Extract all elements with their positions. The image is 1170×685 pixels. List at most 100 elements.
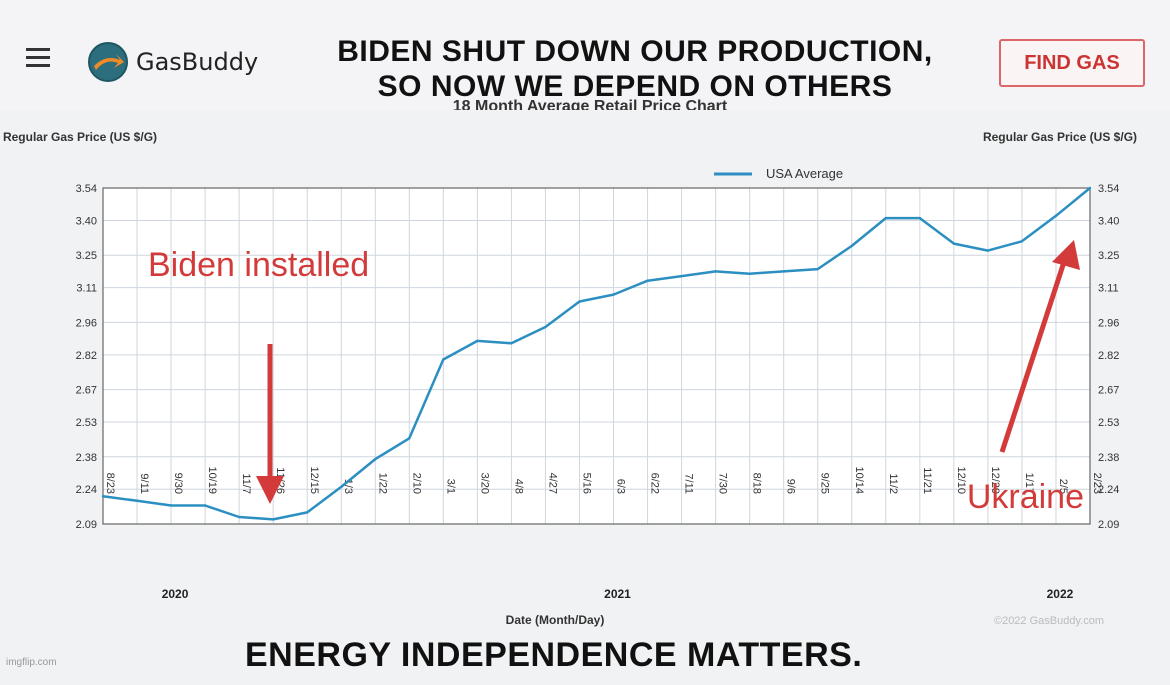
x-tick-label: 12/10: [955, 466, 967, 494]
x-tick-label: 3/20: [478, 473, 490, 494]
y-axis-title-left: Regular Gas Price (US $/G): [3, 130, 157, 144]
price-chart: 3.54 3.54 3.40 3.40 3.25 3.25 3.11 3.11 2.96 2.96…: [0, 110, 1170, 640]
data-point: [578, 300, 581, 303]
x-tick-label: 11/21: [921, 467, 933, 494]
data-point: [340, 485, 343, 489]
x-tick-label: 9/6: [785, 479, 797, 494]
arrow-up-shaft: [999, 261, 1067, 453]
x-tick-label: 2/23: [1091, 473, 1103, 494]
x-tick-label: 10/19: [206, 466, 218, 494]
y-tick-label-right: 2.09: [1098, 519, 1119, 531]
arrow-down-icon: [256, 476, 284, 504]
data-point: [850, 244, 853, 248]
y-tick-label-left: 2.82: [76, 350, 97, 362]
data-point: [408, 437, 411, 440]
footer-caption: ENERGY INDEPENDENCE MATTERS.: [245, 636, 863, 674]
y-axis-title-right: Regular Gas Price (US $/G): [983, 130, 1137, 144]
data-point: [306, 511, 309, 514]
annotation-biden-installed: Biden installed: [148, 246, 369, 284]
x-tick-label: 9/11: [138, 473, 150, 494]
y-tick-label-left: 2.96: [76, 317, 97, 329]
legend-label: USA Average: [766, 166, 843, 181]
annotation-ukraine: Ukraine: [967, 478, 1084, 516]
y-tick-label-right: 3.40: [1098, 215, 1119, 227]
x-tick-label: 6/22: [649, 473, 661, 494]
data-point: [374, 457, 377, 461]
data-point: [271, 518, 275, 521]
data-point: [169, 504, 173, 507]
app-header: [0, 0, 1170, 110]
y-tick-label-left: 3.40: [76, 215, 97, 227]
year-label: 2021: [604, 587, 631, 601]
y-tick-label-left: 2.09: [76, 519, 97, 531]
x-tick-label: 1/17: [1023, 473, 1035, 494]
copyright-text: ©2022 GasBuddy.com: [994, 615, 1104, 627]
plot-border: [102, 187, 1091, 525]
arrow-up-icon: [1052, 240, 1080, 270]
x-tick-label: 2/5: [1057, 479, 1069, 494]
y-tick-label-left: 3.54: [76, 183, 97, 195]
x-tick-label: 6/3: [615, 479, 627, 494]
menu-icon[interactable]: [26, 48, 50, 68]
x-tick-label: 3/1: [444, 479, 456, 494]
x-tick-label: 1/22: [376, 473, 388, 494]
series-line-usa-average: [102, 187, 1091, 521]
x-tick-label: 12/15: [308, 466, 320, 494]
y-tick-label-left: 3.11: [76, 283, 97, 295]
data-point: [1088, 186, 1092, 190]
data-point: [510, 342, 513, 345]
year-label: 2020: [162, 587, 189, 601]
x-tick-label: 10/14: [853, 466, 865, 494]
data-point: [714, 270, 717, 273]
data-point: [101, 494, 105, 498]
y-tick-label-left: 2.38: [76, 452, 97, 464]
find-gas-button[interactable]: FIND GAS: [999, 39, 1145, 87]
year-label: 2022: [1047, 587, 1074, 601]
x-tick-label: 8/23: [104, 473, 116, 494]
data-point: [203, 504, 207, 507]
gasbuddy-logo-icon[interactable]: [86, 40, 130, 84]
x-tick-label: 5/16: [580, 473, 592, 494]
data-point: [816, 267, 819, 271]
data-point: [646, 279, 649, 282]
y-tick-label-right: 3.11: [1098, 283, 1119, 295]
data-point: [1020, 240, 1024, 243]
data-point: [544, 325, 547, 329]
data-point: [1054, 214, 1058, 218]
y-tick-label-right: 2.96: [1098, 317, 1119, 329]
x-tick-label: 4/8: [512, 479, 524, 494]
x-tick-label: 2/10: [410, 473, 422, 494]
x-tick-label: 11/2: [887, 473, 899, 494]
y-tick-label-right: 2.53: [1098, 417, 1119, 429]
y-tick-label-right: 3.54: [1098, 183, 1119, 195]
brand-name[interactable]: GasBuddy: [136, 48, 259, 76]
headline-line-1: BIDEN SHUT DOWN OUR PRODUCTION,: [337, 35, 933, 68]
x-tick-label: 9/25: [819, 473, 831, 494]
watermark: imgflip.com: [6, 657, 57, 668]
headline-line-2: SO NOW WE DEPEND ON OTHERS: [377, 70, 893, 103]
data-point: [135, 499, 139, 503]
data-point: [918, 216, 922, 220]
data-point: [476, 339, 479, 343]
y-tick-label-left: 2.67: [76, 385, 97, 397]
y-tick-label-right: 2.38: [1098, 452, 1119, 464]
x-tick-label: 4/27: [546, 473, 558, 494]
meme-headline: BIDEN SHUT DOWN OUR PRODUCTION, SO NOW W…: [290, 34, 980, 104]
y-tick-label-right: 2.67: [1098, 385, 1119, 397]
data-point: [782, 270, 785, 273]
y-tick-label-right: 2.24: [1098, 484, 1119, 496]
y-tick-label-left: 3.25: [76, 250, 97, 262]
y-tick-label-right: 3.25: [1098, 250, 1119, 262]
x-tick-label: 12/29: [989, 466, 1001, 494]
data-point: [986, 249, 990, 252]
data-point: [748, 272, 751, 275]
data-point: [612, 293, 615, 296]
data-point: [952, 242, 956, 245]
y-tick-label-right: 2.82: [1098, 350, 1119, 362]
data-point: [884, 216, 887, 220]
x-axis-title: Date (Month/Day): [506, 613, 605, 627]
y-tick-label-left: 2.24: [76, 484, 97, 496]
x-tick-label: 9/30: [172, 473, 184, 494]
data-point: [680, 274, 683, 278]
data-point: [442, 358, 445, 361]
